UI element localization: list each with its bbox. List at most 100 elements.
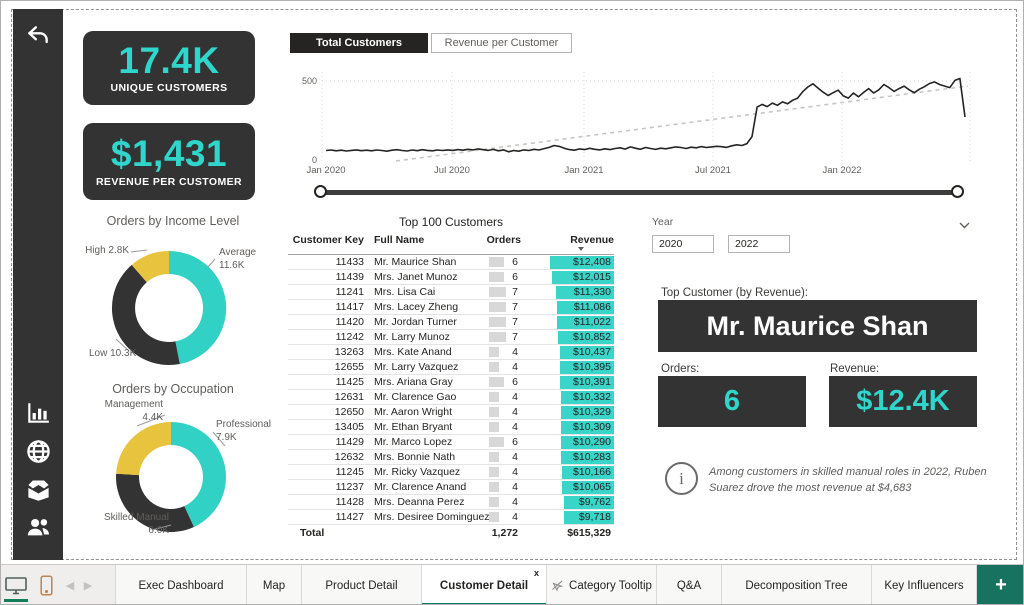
chevron-down-icon[interactable]: [959, 216, 970, 234]
table-row[interactable]: 11428 Mrs. Deanna Perez 4 $9,762: [288, 494, 614, 510]
table-row[interactable]: 12631 Mr. Clarence Gao 4 $10,332: [288, 389, 614, 405]
donut-orders-by-income[interactable]: Average 11.6K Low 10.3K High 2.8K: [67, 229, 279, 381]
col-customer-key[interactable]: Customer Key: [288, 232, 364, 255]
table-row[interactable]: 11241 Mrs. Lisa Cai 7 $11,330: [288, 284, 614, 300]
page-tab-key-influencers[interactable]: Key Influencers: [872, 565, 977, 604]
page-tab-label: Category Tooltip: [569, 579, 652, 592]
table-total-row: Total 1,272 $615,329: [288, 524, 614, 542]
svg-text:Jul 2020: Jul 2020: [434, 165, 470, 176]
revenue-label: Revenue:: [830, 363, 880, 375]
donut-occupation-title: Orders by Occupation: [112, 382, 234, 396]
bar-chart-icon[interactable]: [23, 398, 53, 428]
kpi-value: 17.4K: [118, 39, 220, 81]
people-icon[interactable]: [23, 512, 53, 542]
kpi-value: $1,431: [110, 133, 228, 175]
page-tab-label: Map: [262, 579, 286, 592]
kpi-label: UNIQUE CUSTOMERS: [110, 82, 228, 95]
year-to-input[interactable]: 2022: [728, 235, 790, 253]
date-range-slider[interactable]: [314, 184, 964, 201]
toggle-total-customers[interactable]: Total Customers: [290, 33, 428, 53]
hidden-tooltip-page-icon: [551, 579, 564, 592]
col-orders[interactable]: Orders: [476, 232, 521, 255]
globe-icon[interactable]: [23, 436, 53, 466]
col-full-name[interactable]: Full Name: [364, 232, 476, 255]
table-row[interactable]: 11417 Mrs. Lacey Zheng 7 $11,086: [288, 299, 614, 315]
prev-page-icon[interactable]: ◀: [65, 580, 75, 592]
page-tab-label: Product Detail: [325, 579, 398, 592]
table-row[interactable]: 11427 Mrs. Desiree Dominguez 4 $9,718: [288, 509, 614, 525]
page-tab-map[interactable]: Map: [247, 565, 302, 604]
donut-label-management: Management 4.4K: [104, 399, 163, 423]
donut-label-high: High 2.8K: [85, 245, 129, 256]
phone-view-icon[interactable]: [31, 565, 61, 604]
table-row[interactable]: 11245 Mr. Ricky Vazquez 4 $10,166: [288, 464, 614, 480]
donut-slice-management[interactable]: [116, 422, 171, 476]
svg-text:Jan 2022: Jan 2022: [822, 165, 861, 176]
table-row[interactable]: 11433 Mr. Maurice Shan 6 $12,408: [288, 254, 614, 270]
table-row[interactable]: 11237 Mr. Clarence Anand 4 $10,065: [288, 479, 614, 495]
next-page-icon[interactable]: ▶: [83, 580, 93, 592]
orders-label: Orders:: [661, 363, 700, 375]
page-tab-label: Exec Dashboard: [138, 579, 224, 592]
donut-orders-by-occupation[interactable]: Professional 7.9K Skilled Manual 6.0K Manage…: [67, 399, 279, 551]
donut-income-title: Orders by Income Level: [106, 214, 240, 228]
top-customer-name-card[interactable]: Mr. Maurice Shan: [658, 300, 977, 352]
page-tab-label: Q&A: [676, 579, 702, 592]
back-arrow-icon[interactable]: [25, 23, 51, 49]
donut-slice-professional[interactable]: [171, 422, 226, 527]
table-row[interactable]: 13263 Mrs. Kate Anand 4 $10,437: [288, 344, 614, 360]
table-row[interactable]: 12650 Mr. Aaron Wright 4 $10,329: [288, 404, 614, 420]
info-icon: i: [665, 462, 698, 495]
table-row[interactable]: 12655 Mr. Larry Vazquez 4 $10,395: [288, 359, 614, 375]
view-controls: ◀ ▶: [1, 565, 116, 604]
top-customer-label: Top Customer (by Revenue):: [661, 287, 809, 299]
svg-text:Jul 2021: Jul 2021: [695, 165, 731, 176]
close-page-icon[interactable]: x: [533, 568, 539, 578]
page-tab-product-detail[interactable]: Product Detail: [302, 565, 422, 604]
table-title: Top 100 Customers: [398, 215, 504, 229]
slider-handle-start[interactable]: [314, 185, 327, 198]
svg-text:Jan 2021: Jan 2021: [564, 165, 603, 176]
page-tab-exec-dashboard[interactable]: Exec Dashboard: [116, 565, 247, 604]
donut-label-professional: Professional 7.9K: [216, 419, 272, 443]
slider-handle-end[interactable]: [951, 185, 964, 198]
desktop-view-icon[interactable]: [1, 565, 31, 604]
new-page-button[interactable]: +: [977, 565, 1023, 604]
table-row[interactable]: 12632 Mrs. Bonnie Nath 4 $10,283: [288, 449, 614, 465]
page-tab-customer-detail[interactable]: Customer Detail x: [422, 565, 547, 604]
toggle-revenue-per-customer[interactable]: Revenue per Customer: [431, 33, 572, 53]
col-revenue[interactable]: Revenue: [550, 232, 614, 255]
slicer-label: Year: [652, 216, 674, 228]
svg-text:0: 0: [312, 155, 317, 165]
table-row[interactable]: 11429 Mr. Marco Lopez 6 $10,290: [288, 434, 614, 450]
year-from-input[interactable]: 2020: [652, 235, 714, 253]
trend-line: [395, 85, 969, 162]
page-tab-category-tooltip[interactable]: Category Tooltip: [547, 565, 657, 604]
table-row[interactable]: 11425 Mrs. Ariana Gray 6 $10,391: [288, 374, 614, 390]
slider-track[interactable]: [321, 190, 957, 195]
box-icon[interactable]: [23, 474, 53, 504]
table-row[interactable]: 13405 Mr. Ethan Bryant 4 $10,309: [288, 419, 614, 435]
donut-slice-high[interactable]: [131, 251, 169, 283]
top-customer-revenue-card[interactable]: $12.4K: [829, 376, 977, 427]
total-customers-series: [325, 77, 966, 153]
top-customer-orders-card[interactable]: 6: [658, 376, 806, 427]
kpi-label: REVENUE PER CUSTOMER: [95, 175, 243, 188]
page-tab-bar: ◀ ▶ Exec Dashboard Map Product Detail Custo…: [1, 564, 1023, 604]
table-row[interactable]: 11439 Mrs. Janet Munoz 6 $12,015: [288, 269, 614, 285]
donut-slice-average[interactable]: [169, 250, 227, 364]
donut-label-low: Low 10.3K: [89, 348, 137, 359]
donut-slice-skilled-manual[interactable]: [116, 473, 194, 532]
table-row[interactable]: 11242 Mr. Larry Munoz 7 $10,852: [288, 329, 614, 345]
donut-slice-low[interactable]: [111, 264, 180, 366]
page-tab-q-a[interactable]: Q&A: [657, 565, 722, 604]
top-customers-table[interactable]: Top 100 Customers Customer Key Full Name…: [288, 215, 614, 542]
page-tab-label: Decomposition Tree: [745, 579, 848, 592]
kpi-revenue-per-customer[interactable]: $1,431 REVENUE PER CUSTOMER: [83, 123, 255, 200]
kpi-unique-customers[interactable]: 17.4K UNIQUE CUSTOMERS: [83, 31, 255, 105]
page-tab-decomposition-tree[interactable]: Decomposition Tree: [722, 565, 872, 604]
sort-desc-icon: [578, 247, 584, 251]
table-row[interactable]: 11420 Mr. Jordan Turner 7 $11,022: [288, 314, 614, 330]
